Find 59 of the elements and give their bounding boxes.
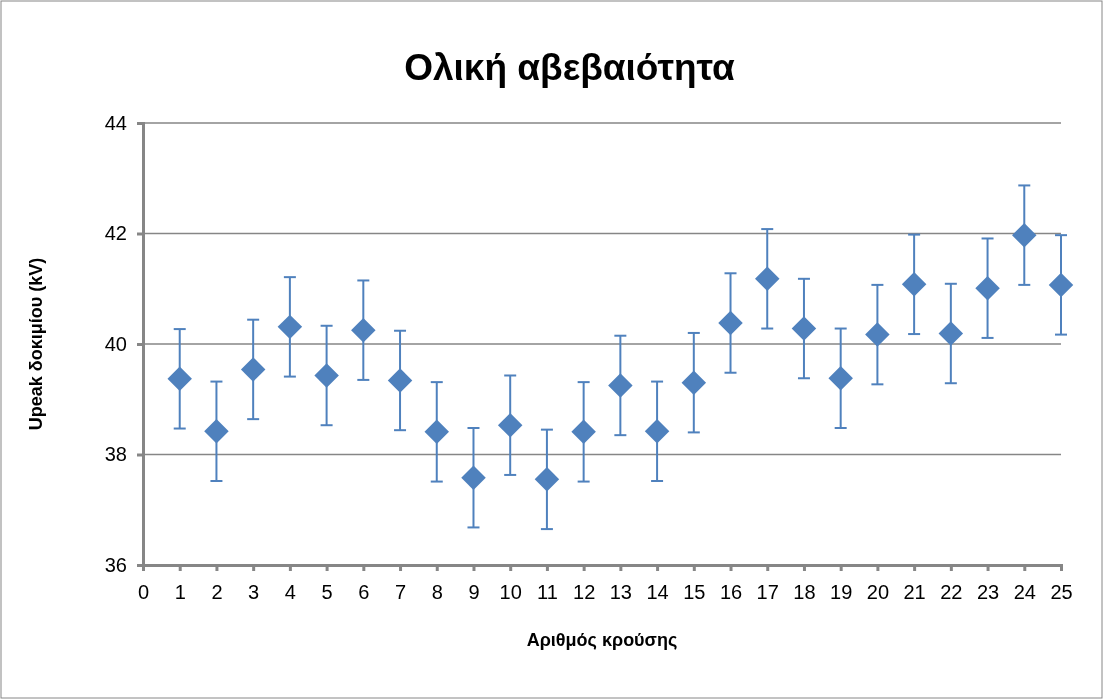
y-tick-label: 44 <box>104 111 127 134</box>
point <box>314 363 339 388</box>
x-tick-label: 1 <box>174 581 186 604</box>
point <box>204 419 229 444</box>
x-tick-label: 10 <box>499 581 522 604</box>
point <box>167 366 192 392</box>
point <box>277 314 303 340</box>
x-tick-label: 2 <box>211 581 223 604</box>
x-tick-label: 11 <box>537 581 558 604</box>
point <box>718 310 743 336</box>
x-tick-label: 24 <box>1013 581 1036 604</box>
point <box>571 419 596 445</box>
point <box>865 322 890 347</box>
x-tick-label: 20 <box>866 581 890 604</box>
point <box>791 316 817 341</box>
point <box>975 275 1000 301</box>
point <box>938 321 964 346</box>
point <box>828 366 853 391</box>
point <box>681 370 707 395</box>
y-tick-label: 38 <box>104 443 127 466</box>
point <box>351 317 376 343</box>
y-tick-label: 36 <box>104 553 127 576</box>
x-tick-label: 17 <box>756 581 779 604</box>
x-tick-label: 4 <box>284 581 296 604</box>
point <box>901 272 927 297</box>
x-tick-label: 13 <box>609 581 632 604</box>
x-tick-label: 16 <box>719 581 743 604</box>
x-tick-label: 19 <box>830 581 853 604</box>
point <box>424 419 450 445</box>
point <box>240 357 266 382</box>
x-tick-label: 21 <box>903 581 926 604</box>
x-tick-label: 22 <box>940 581 963 604</box>
point <box>608 373 633 398</box>
x-tick-label: 8 <box>431 581 443 604</box>
x-tick-label: 3 <box>248 581 260 604</box>
x-tick-label: 25 <box>1050 581 1073 604</box>
x-tick-label: 18 <box>793 581 816 604</box>
point <box>534 467 560 492</box>
point <box>644 419 670 444</box>
x-tick-label: 6 <box>358 581 370 604</box>
x-tick-label: 5 <box>321 581 333 604</box>
x-tick-label: 7 <box>394 581 407 604</box>
y-tick-label: 42 <box>104 222 127 245</box>
x-tick-label: 12 <box>573 581 596 604</box>
point <box>497 412 523 438</box>
point <box>1012 222 1037 248</box>
x-tick-label: 14 <box>646 581 669 604</box>
y-tick-label: 40 <box>104 332 127 355</box>
point <box>754 266 780 292</box>
x-tick-label: 0 <box>137 581 150 604</box>
x-tick-label: 23 <box>976 581 1000 604</box>
point <box>461 465 486 490</box>
x-axis-title: Αριθμός κρούσης <box>526 630 678 650</box>
x-tick-label: 15 <box>683 581 706 604</box>
point <box>387 368 413 393</box>
chart-title: Ολική αβεβαιότητα <box>404 47 736 88</box>
x-tick-label: 9 <box>468 581 480 604</box>
point <box>1048 272 1074 298</box>
y-axis-title: Upeak δοκιμίου (kV) <box>26 257 46 431</box>
